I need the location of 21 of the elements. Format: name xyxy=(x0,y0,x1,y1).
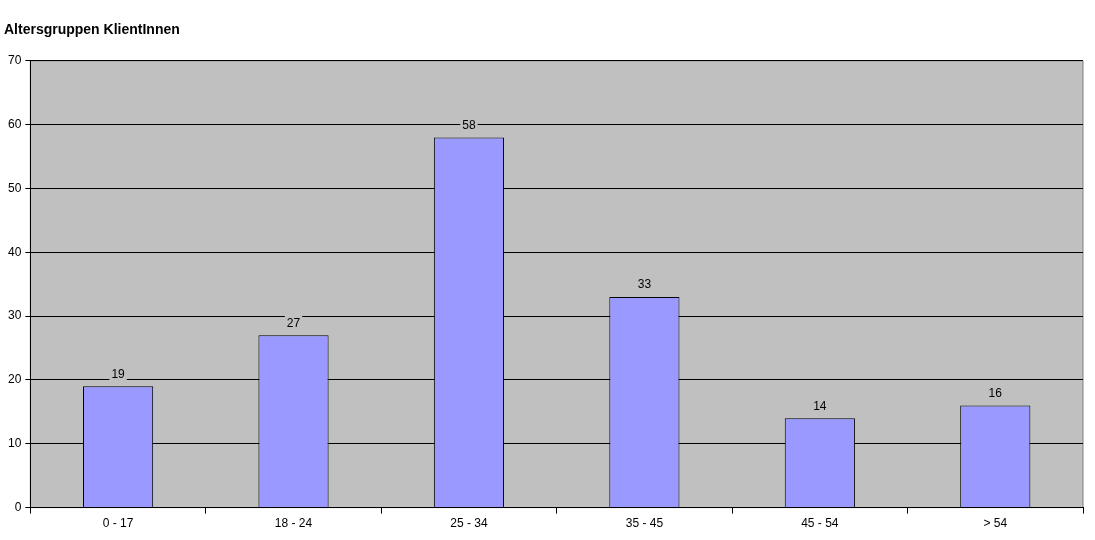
y-tick-label: 20 xyxy=(7,372,22,387)
y-tick-label: 50 xyxy=(7,180,22,195)
y-tick-label: 0 xyxy=(14,499,22,514)
x-tick-label: 0 - 17 xyxy=(102,516,134,531)
data-label: 33 xyxy=(637,277,652,292)
y-tick-label: 30 xyxy=(7,308,22,323)
x-tick-label: 45 - 54 xyxy=(801,516,839,531)
data-label: 19 xyxy=(111,366,126,381)
y-tick-label: 60 xyxy=(7,116,22,131)
y-tick-label: 40 xyxy=(7,244,22,259)
y-tick-label: 70 xyxy=(7,53,22,68)
y-tick-label: 10 xyxy=(7,436,22,451)
x-tick-label: 25 - 34 xyxy=(450,516,488,531)
x-tick-label: 18 - 24 xyxy=(274,516,313,531)
chart-title: Altersgruppen KlientInnen xyxy=(4,21,180,38)
x-tick-label: 35 - 45 xyxy=(625,516,664,531)
data-label: 16 xyxy=(988,385,1003,400)
data-label: 14 xyxy=(813,398,827,413)
data-label: 27 xyxy=(286,315,301,330)
data-label: 58 xyxy=(462,117,476,132)
x-tick-label: > 54 xyxy=(983,516,1008,531)
